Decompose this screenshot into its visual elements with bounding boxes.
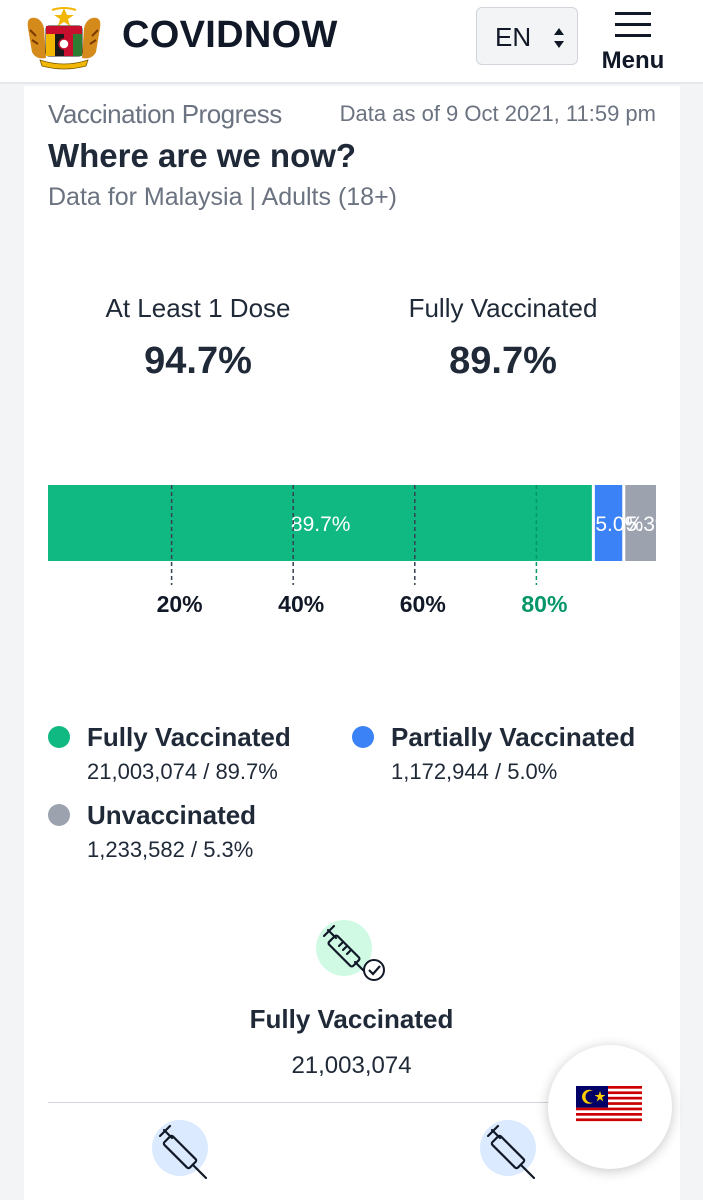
stat-fully-vaccinated: Fully Vaccinated 89.7% <box>353 293 653 383</box>
bar-segment-label: 5.3% <box>626 513 674 536</box>
stat-label: At Least 1 Dose <box>105 293 291 323</box>
section-title: Vaccination Progress <box>48 99 282 129</box>
stat-value: 89.7% <box>449 340 557 382</box>
chevron-updown-icon <box>554 28 564 48</box>
stat-value: 94.7% <box>144 340 252 382</box>
legend-value: 21,003,074 / 89.7% <box>87 759 278 784</box>
legend-dot <box>352 726 374 748</box>
language-select[interactable]: EN <box>476 7 578 65</box>
tick-label: 40% <box>278 591 324 617</box>
page-heading: Where are we now? <box>48 137 357 174</box>
legend-value: 1,172,944 / 5.0% <box>391 759 558 784</box>
bar-segment-partially-vaccinated[interactable] <box>594 485 623 561</box>
vaccination-stacked-bar-chart[interactable]: 89.7% 5.0%5.3% 20% 40% 60% 80% <box>0 470 703 630</box>
tick-label: 80% <box>521 591 567 617</box>
syringe-check-icon <box>316 920 385 981</box>
legend-dot <box>48 804 70 826</box>
language-value: EN <box>495 22 532 52</box>
legend-name: Unvaccinated <box>87 800 257 830</box>
malaysia-flag-icon <box>576 1086 642 1124</box>
bar-segment-fully-vaccinated[interactable] <box>48 485 592 561</box>
hamburger-icon <box>615 12 651 37</box>
legend-dot <box>48 726 70 748</box>
data-scope: Data for Malaysia | Adults (18+) <box>48 183 398 211</box>
data-timestamp: Data as of 9 Oct 2021, 11:59 pm <box>339 101 656 126</box>
content-card <box>24 86 680 1200</box>
syringe-icon <box>152 1120 208 1180</box>
tick-label: 20% <box>157 591 203 617</box>
divider <box>48 1102 656 1103</box>
bar-segment-unvaccinated[interactable] <box>625 485 656 561</box>
tick-label: 60% <box>400 591 446 617</box>
fully-vaccinated-count: 21,003,074 <box>291 1052 412 1079</box>
country-flag-button[interactable] <box>548 1045 672 1169</box>
menu-label: Menu <box>601 47 665 74</box>
bar-segment-label: 89.7% <box>291 513 351 536</box>
bar-segment-label: 5.0% <box>595 513 643 536</box>
fully-vaccinated-title: Fully Vaccinated <box>249 1004 454 1034</box>
stat-at-least-one-dose: At Least 1 Dose 94.7% <box>48 293 348 383</box>
coat-of-arms-icon[interactable] <box>22 6 106 72</box>
legend-value: 1,233,582 / 5.3% <box>87 837 254 862</box>
brand-title[interactable]: COVIDNOW <box>122 14 338 56</box>
top-header: COVIDNOW EN Menu <box>0 0 703 84</box>
legend-name: Fully Vaccinated <box>87 722 291 752</box>
stat-label: Fully Vaccinated <box>408 293 598 323</box>
legend-name: Partially Vaccinated <box>391 722 636 752</box>
menu-button[interactable]: Menu <box>596 10 670 74</box>
syringe-half-icon <box>480 1120 536 1180</box>
